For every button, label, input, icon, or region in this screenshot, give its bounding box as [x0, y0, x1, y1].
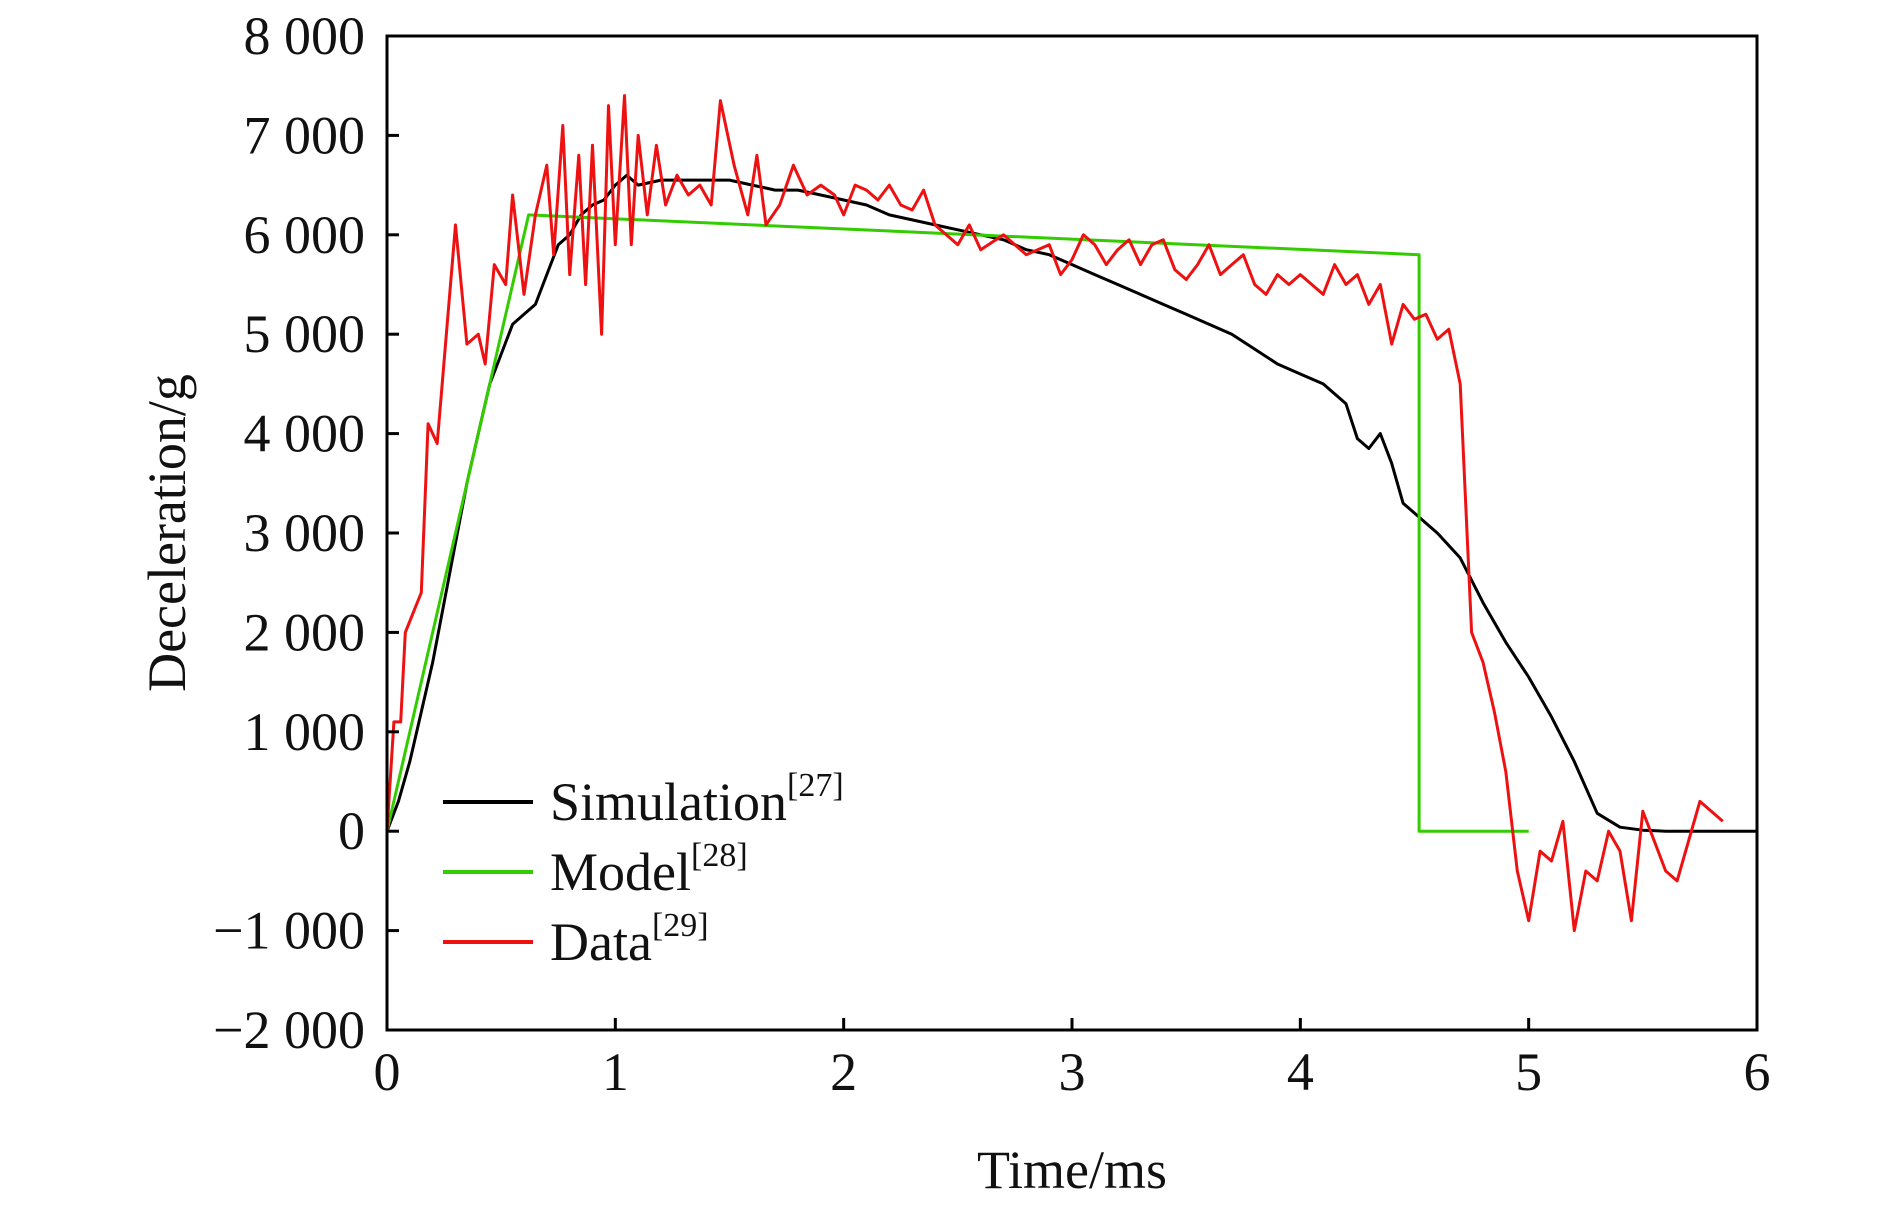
x-tick-label: 6: [1744, 1042, 1771, 1102]
y-tick-label: 0: [338, 801, 365, 861]
y-tick-label: 8 000: [244, 6, 366, 66]
y-tick-label: −1 000: [213, 901, 365, 961]
series-line-simulation: [385, 173, 1757, 833]
series-line-model: [385, 213, 1529, 833]
y-axis-title: Deceleration/g: [137, 374, 197, 692]
legend-reference: [28]: [691, 837, 748, 874]
y-tick-label: 4 000: [244, 404, 366, 464]
x-tick-label: 3: [1059, 1042, 1086, 1102]
x-axis-title: Time/ms: [977, 1140, 1167, 1200]
legend: Simulation[27]Model[28]Data[29]: [443, 767, 844, 972]
y-tick-label: 5 000: [244, 304, 366, 364]
y-tick-label: 2 000: [244, 602, 366, 662]
y-tick-label: 7 000: [244, 105, 366, 165]
legend-label-simulation: Simulation[27]: [550, 767, 844, 832]
x-tick-label: 5: [1515, 1042, 1542, 1102]
x-tick-label: 2: [830, 1042, 857, 1102]
y-tick-label: −2 000: [213, 1000, 365, 1060]
y-tick-label: 6 000: [244, 205, 366, 265]
x-tick-label: 4: [1287, 1042, 1314, 1102]
series-line-data: [385, 94, 1724, 933]
x-tick-label: 0: [374, 1042, 401, 1102]
y-axis: −2 000 −1 000 0 1 000 2 000 3 000 4 000 5 000 6 …: [213, 6, 399, 1060]
legend-label-data: Data[29]: [550, 907, 709, 972]
y-tick-label: 1 000: [244, 702, 366, 762]
legend-series-name: Model: [550, 842, 691, 902]
y-tick-label: 3 000: [244, 503, 366, 563]
x-axis: 0 1 2 3 4 5 6: [374, 1018, 1771, 1102]
plot-lines: [385, 94, 1757, 933]
legend-series-name: Simulation: [550, 772, 787, 832]
legend-label-model: Model[28]: [550, 837, 748, 902]
x-tick-label: 1: [602, 1042, 629, 1102]
legend-series-name: Data: [550, 912, 652, 972]
legend-reference: [29]: [652, 907, 709, 944]
legend-reference: [27]: [787, 767, 844, 804]
